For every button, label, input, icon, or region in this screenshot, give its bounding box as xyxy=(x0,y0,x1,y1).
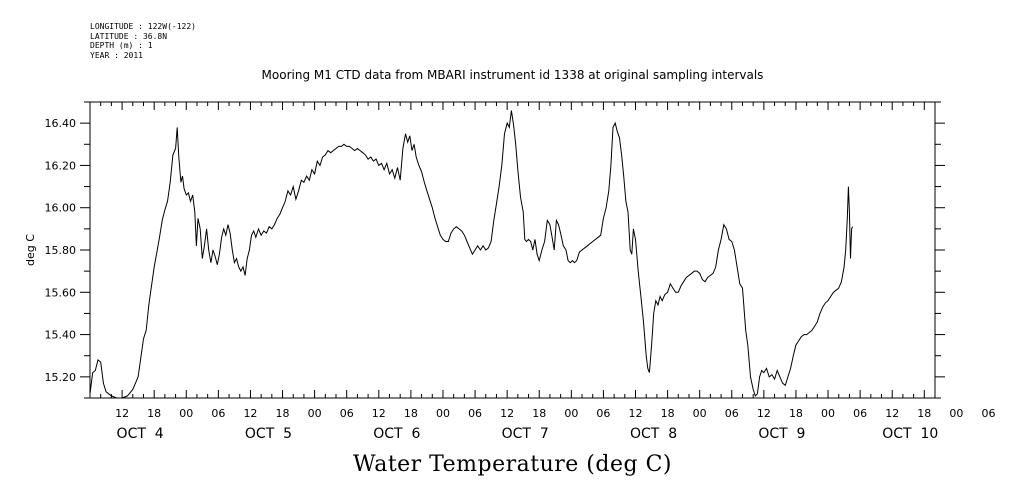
x-axis-label: Water Temperature (deg C) xyxy=(353,452,672,477)
x-tick-label: 00 xyxy=(693,407,707,420)
x-day-label: OCT 7 xyxy=(502,426,549,442)
x-tick-label: 00 xyxy=(564,407,578,420)
chart-title: Mooring M1 CTD data from MBARI instrumen… xyxy=(261,68,764,82)
latitude-text: LATITUDE : 36.8N xyxy=(90,31,168,41)
x-tick-label: 06 xyxy=(725,407,739,420)
y-tick-label: 16.00 xyxy=(45,202,77,215)
x-day-label: OCT 6 xyxy=(373,426,420,442)
x-tick-label: 00 xyxy=(179,407,193,420)
x-tick-label: 18 xyxy=(147,407,161,420)
y-tick-label: 16.20 xyxy=(45,159,77,172)
y-tick-label: 15.40 xyxy=(45,329,77,342)
x-day-label: OCT 9 xyxy=(758,426,805,442)
series-line xyxy=(89,110,854,399)
axis-labels: 12 18 00 06 12 18 00 06 12 18 00 06 12 18 00 06 12 18 00 06… xyxy=(45,117,996,442)
year-text: YEAR : 2011 xyxy=(90,50,143,60)
x-tick-label: 00 xyxy=(949,407,963,420)
x-tick-label: 00 xyxy=(821,407,835,420)
x-tick-label: 18 xyxy=(661,407,675,420)
x-tick-label: 18 xyxy=(532,407,546,420)
y-axis-label: deg C xyxy=(24,234,37,266)
x-tick-label: 06 xyxy=(340,407,354,420)
y-tick-label: 15.80 xyxy=(45,244,77,257)
x-tick-label: 12 xyxy=(243,407,257,420)
x-day-label: OCT 4 xyxy=(117,426,164,442)
x-day-label: OCT 8 xyxy=(630,426,677,442)
x-tick-label: 12 xyxy=(757,407,771,420)
x-tick-label: 18 xyxy=(404,407,418,420)
x-tick-label: 06 xyxy=(468,407,482,420)
x-tick-label: 00 xyxy=(436,407,450,420)
x-tick-label: 06 xyxy=(853,407,867,420)
x-tick-label: 18 xyxy=(917,407,931,420)
x-tick-label: 12 xyxy=(629,407,643,420)
x-day-label: OCT 5 xyxy=(245,426,292,442)
y-tick-label: 15.20 xyxy=(45,371,77,384)
x-tick-label: 18 xyxy=(789,407,803,420)
x-tick-label: 12 xyxy=(115,407,129,420)
x-tick-label: 06 xyxy=(211,407,225,420)
x-tick-label: 06 xyxy=(596,407,610,420)
metadata-block: LONGITUDE : 122W(-122) LATITUDE : 36.8N DE… xyxy=(90,22,196,60)
x-tick-label: 12 xyxy=(500,407,514,420)
y-tick-label: 16.40 xyxy=(45,117,77,130)
axis-ticks xyxy=(80,101,945,399)
x-tick-label: 00 xyxy=(308,407,322,420)
depth-text: DEPTH (m) : 1 xyxy=(90,41,153,50)
y-tick-label: 15.60 xyxy=(45,286,77,299)
x-day-label: OCT 10 xyxy=(882,426,938,442)
x-tick-label: 12 xyxy=(372,407,386,420)
x-tick-label: 06 xyxy=(981,407,995,420)
x-tick-label: 12 xyxy=(885,407,899,420)
longitude-text: LONGITUDE : 122W(-122) xyxy=(90,22,196,31)
x-tick-label: 18 xyxy=(276,407,290,420)
plot-frame xyxy=(89,101,936,399)
